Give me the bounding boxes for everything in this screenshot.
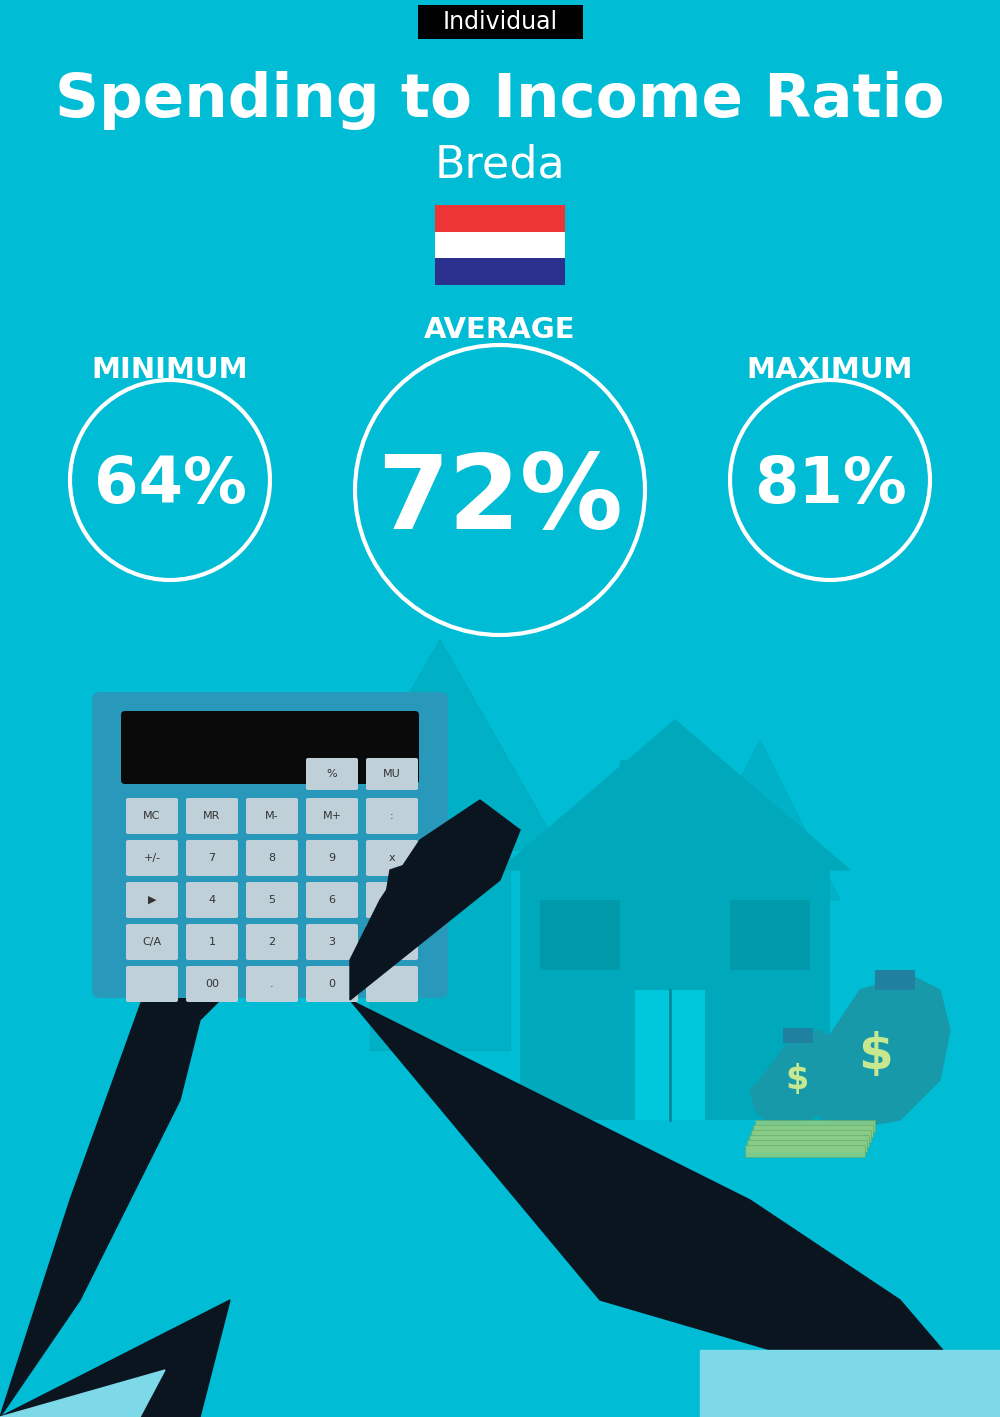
Text: 5: 5 — [268, 896, 276, 905]
Polygon shape — [750, 1030, 845, 1125]
Bar — [520, 870, 830, 1119]
FancyBboxPatch shape — [186, 798, 238, 835]
Bar — [751, 1129, 871, 1142]
Bar — [435, 231, 565, 258]
Text: ▶: ▶ — [148, 896, 156, 905]
Bar — [418, 6, 582, 40]
Polygon shape — [680, 740, 840, 900]
FancyBboxPatch shape — [126, 840, 178, 876]
FancyBboxPatch shape — [246, 966, 298, 1002]
FancyBboxPatch shape — [306, 758, 358, 791]
Polygon shape — [0, 1370, 165, 1417]
Text: MC: MC — [143, 811, 161, 820]
FancyBboxPatch shape — [126, 966, 178, 1002]
FancyBboxPatch shape — [366, 840, 418, 876]
Text: M-: M- — [265, 811, 279, 820]
FancyBboxPatch shape — [306, 924, 358, 959]
Polygon shape — [350, 801, 520, 1000]
Text: 64%: 64% — [94, 453, 246, 516]
FancyBboxPatch shape — [246, 840, 298, 876]
Bar — [747, 1141, 867, 1152]
FancyBboxPatch shape — [306, 881, 358, 918]
FancyBboxPatch shape — [92, 691, 448, 998]
FancyBboxPatch shape — [126, 924, 178, 959]
Text: x: x — [389, 853, 395, 863]
Bar — [635, 990, 705, 1119]
Text: Spending to Income Ratio: Spending to Income Ratio — [55, 71, 945, 129]
Polygon shape — [700, 1350, 1000, 1417]
Bar — [755, 1119, 875, 1132]
Text: 8: 8 — [268, 853, 276, 863]
Bar — [435, 205, 565, 231]
Polygon shape — [710, 900, 810, 1050]
FancyBboxPatch shape — [246, 881, 298, 918]
Text: $: $ — [858, 1032, 892, 1078]
Bar — [620, 760, 655, 840]
FancyBboxPatch shape — [186, 966, 238, 1002]
Text: MR: MR — [203, 811, 221, 820]
FancyBboxPatch shape — [366, 924, 418, 959]
FancyBboxPatch shape — [366, 758, 418, 791]
Text: %: % — [327, 769, 337, 779]
FancyBboxPatch shape — [306, 966, 358, 1002]
Polygon shape — [800, 975, 950, 1129]
Text: 0: 0 — [328, 979, 336, 989]
Text: MU: MU — [383, 769, 401, 779]
FancyBboxPatch shape — [366, 798, 418, 835]
Polygon shape — [385, 860, 430, 920]
Bar — [730, 900, 810, 971]
Text: MINIMUM: MINIMUM — [92, 356, 248, 384]
FancyBboxPatch shape — [121, 711, 419, 784]
Text: 9: 9 — [328, 853, 336, 863]
Bar — [875, 971, 915, 990]
Text: 81%: 81% — [754, 453, 906, 516]
Text: :: : — [390, 811, 394, 820]
Text: Breda: Breda — [435, 143, 565, 187]
FancyBboxPatch shape — [366, 966, 418, 1002]
Text: 72%: 72% — [377, 449, 623, 550]
Text: Individual: Individual — [442, 10, 558, 34]
FancyBboxPatch shape — [366, 881, 418, 918]
FancyBboxPatch shape — [186, 881, 238, 918]
FancyBboxPatch shape — [126, 798, 178, 835]
Text: 7: 7 — [208, 853, 216, 863]
Bar — [745, 1145, 865, 1158]
Text: C/A: C/A — [142, 937, 162, 947]
Polygon shape — [370, 850, 510, 1050]
Text: 1: 1 — [208, 937, 216, 947]
Text: 00: 00 — [205, 979, 219, 989]
Polygon shape — [500, 720, 850, 870]
Text: +/-: +/- — [143, 853, 161, 863]
Text: 3: 3 — [328, 937, 336, 947]
Text: AVERAGE: AVERAGE — [424, 316, 576, 344]
FancyBboxPatch shape — [246, 798, 298, 835]
FancyBboxPatch shape — [186, 840, 238, 876]
Bar — [753, 1125, 873, 1136]
FancyBboxPatch shape — [126, 881, 178, 918]
Polygon shape — [350, 1000, 1000, 1417]
Bar — [749, 1135, 869, 1146]
FancyBboxPatch shape — [306, 840, 358, 876]
Polygon shape — [0, 1299, 230, 1417]
Polygon shape — [0, 850, 300, 1417]
Text: .: . — [270, 979, 274, 989]
Text: M+: M+ — [322, 811, 342, 820]
Text: 4: 4 — [208, 896, 216, 905]
Bar — [435, 258, 565, 285]
Bar — [540, 900, 620, 971]
Text: $: $ — [785, 1064, 809, 1097]
Text: 6: 6 — [328, 896, 336, 905]
Polygon shape — [320, 640, 560, 850]
FancyBboxPatch shape — [186, 924, 238, 959]
Text: -: - — [390, 896, 394, 905]
Text: MAXIMUM: MAXIMUM — [747, 356, 913, 384]
FancyBboxPatch shape — [246, 924, 298, 959]
Text: 2: 2 — [268, 937, 276, 947]
FancyBboxPatch shape — [306, 798, 358, 835]
Bar — [783, 1027, 813, 1043]
